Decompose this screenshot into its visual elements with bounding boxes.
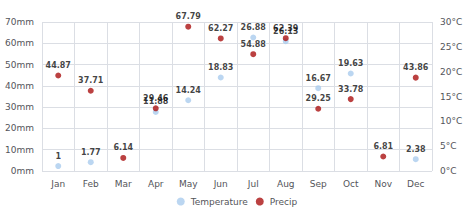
- svg-text:62.39: 62.39: [273, 24, 299, 33]
- svg-text:Jun: Jun: [213, 179, 228, 189]
- svg-text:5°C: 5°C: [440, 141, 457, 151]
- svg-text:Jan: Jan: [50, 179, 65, 189]
- svg-text:Oct: Oct: [343, 179, 359, 189]
- svg-text:6.81: 6.81: [373, 142, 393, 151]
- svg-text:70mm: 70mm: [5, 17, 34, 27]
- svg-text:1: 1: [55, 152, 61, 161]
- svg-text:Nov: Nov: [374, 179, 392, 189]
- svg-text:Precip: Precip: [270, 197, 298, 207]
- svg-text:Temperature: Temperature: [190, 197, 248, 207]
- svg-text:37.71: 37.71: [78, 76, 104, 85]
- svg-text:0°C: 0°C: [440, 166, 457, 176]
- svg-text:60mm: 60mm: [5, 38, 34, 48]
- svg-text:54.88: 54.88: [241, 40, 267, 49]
- svg-text:14.24: 14.24: [176, 86, 202, 95]
- svg-text:19.63: 19.63: [338, 59, 363, 68]
- svg-text:1.77: 1.77: [81, 148, 101, 157]
- svg-text:25°C: 25°C: [440, 42, 462, 52]
- svg-text:30mm: 30mm: [5, 102, 34, 112]
- svg-text:6.14: 6.14: [113, 143, 133, 152]
- svg-text:29.25: 29.25: [306, 94, 332, 103]
- svg-text:15°C: 15°C: [440, 92, 462, 102]
- svg-text:18.83: 18.83: [208, 63, 233, 72]
- svg-text:10mm: 10mm: [5, 145, 34, 155]
- svg-text:29.46: 29.46: [143, 94, 169, 103]
- svg-text:May: May: [179, 179, 198, 189]
- svg-text:20°C: 20°C: [440, 67, 462, 77]
- svg-text:62.27: 62.27: [208, 24, 233, 33]
- svg-text:20mm: 20mm: [5, 123, 34, 133]
- svg-text:43.86: 43.86: [403, 63, 429, 72]
- svg-text:10°C: 10°C: [440, 116, 462, 126]
- svg-text:26.88: 26.88: [241, 23, 267, 32]
- svg-text:16.67: 16.67: [306, 74, 331, 83]
- svg-text:30°C: 30°C: [440, 17, 462, 27]
- svg-text:44.87: 44.87: [46, 61, 71, 70]
- svg-text:67.79: 67.79: [176, 12, 202, 21]
- svg-text:Jul: Jul: [247, 179, 259, 189]
- svg-text:Sep: Sep: [310, 179, 327, 189]
- svg-text:Apr: Apr: [148, 179, 164, 189]
- svg-text:Dec: Dec: [407, 179, 424, 189]
- svg-text:33.78: 33.78: [338, 85, 364, 94]
- svg-text:Feb: Feb: [83, 179, 99, 189]
- svg-text:0mm: 0mm: [11, 166, 34, 176]
- svg-text:2.38: 2.38: [406, 145, 426, 154]
- svg-text:Aug: Aug: [277, 179, 295, 189]
- svg-text:Mar: Mar: [115, 179, 132, 189]
- svg-text:50mm: 50mm: [5, 60, 34, 70]
- svg-text:40mm: 40mm: [5, 81, 34, 91]
